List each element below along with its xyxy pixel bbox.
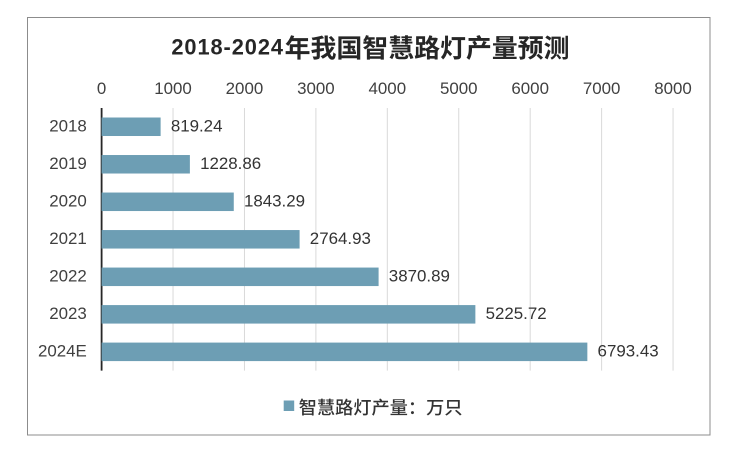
- svg-text:6793.43: 6793.43: [598, 342, 659, 361]
- svg-text:2024E: 2024E: [38, 342, 87, 361]
- svg-text:5000: 5000: [440, 79, 478, 98]
- svg-text:1228.86: 1228.86: [200, 154, 261, 173]
- svg-text:3870.89: 3870.89: [389, 267, 450, 286]
- svg-text:819.24: 819.24: [171, 117, 223, 136]
- svg-text:0: 0: [97, 79, 106, 98]
- svg-text:2018-2024: 2018-2024: [171, 35, 284, 60]
- svg-text:2764.93: 2764.93: [310, 229, 371, 248]
- svg-text:2019: 2019: [49, 154, 87, 173]
- svg-text:1843.29: 1843.29: [244, 192, 305, 211]
- svg-text:2020: 2020: [49, 192, 87, 211]
- svg-text:2022: 2022: [49, 267, 87, 286]
- svg-text:6000: 6000: [511, 79, 549, 98]
- svg-text:4000: 4000: [369, 79, 407, 98]
- svg-text:2000: 2000: [226, 79, 264, 98]
- svg-text:2018: 2018: [49, 117, 87, 136]
- svg-text:2021: 2021: [49, 229, 87, 248]
- svg-text:1000: 1000: [154, 79, 192, 98]
- svg-text:8000: 8000: [654, 79, 692, 98]
- svg-text:2023: 2023: [49, 304, 87, 323]
- svg-text:7000: 7000: [583, 79, 621, 98]
- svg-text:5225.72: 5225.72: [486, 304, 547, 323]
- svg-text:3000: 3000: [297, 79, 335, 98]
